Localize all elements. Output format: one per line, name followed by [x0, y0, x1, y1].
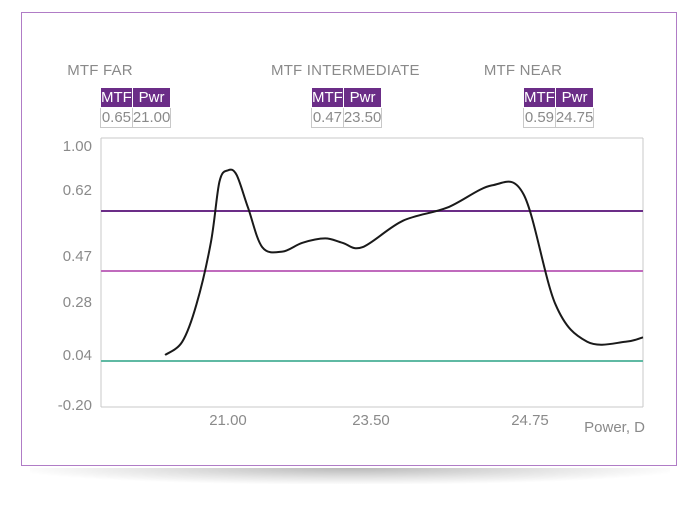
mtf-value: 0.65 [100, 107, 133, 128]
pwr-header: Pwr [342, 87, 383, 108]
x-axis-label: Power, D [584, 419, 645, 436]
table-title: MTF INTERMEDIATE [271, 62, 420, 79]
mtf-table: MTF Pwr 0.65 21.00 [100, 87, 172, 128]
y-tick-label: 0.28 [63, 294, 92, 311]
x-tick-label: 21.00 [209, 412, 247, 429]
mtf-header: MTF [523, 87, 556, 108]
table-title: MTF FAR [67, 62, 133, 79]
mtf-table: MTF Pwr 0.47 23.50 [311, 87, 383, 128]
mtf-header: MTF [100, 87, 133, 108]
mtf-value: 0.59 [523, 107, 556, 128]
mtf-value: 0.47 [311, 107, 344, 128]
pwr-value: 24.75 [554, 107, 595, 128]
y-tick-label: 0.47 [63, 248, 92, 265]
y-tick-label: -0.20 [58, 397, 92, 414]
mtf-header: MTF [311, 87, 344, 108]
table-title: MTF NEAR [483, 62, 563, 79]
mtf-curve [164, 168, 644, 356]
pwr-header: Pwr [554, 87, 595, 108]
pwr-value: 21.00 [131, 107, 172, 128]
y-tick-label: 1.00 [63, 138, 92, 155]
mtf-table: MTF Pwr 0.59 24.75 [523, 87, 595, 128]
pwr-value: 23.50 [342, 107, 383, 128]
pwr-header: Pwr [131, 87, 172, 108]
frame-shadow [30, 468, 670, 484]
y-tick-label: 0.04 [63, 347, 92, 364]
x-tick-label: 23.50 [352, 412, 390, 429]
x-tick-label: 24.75 [511, 412, 549, 429]
y-tick-label: 0.62 [63, 182, 92, 199]
